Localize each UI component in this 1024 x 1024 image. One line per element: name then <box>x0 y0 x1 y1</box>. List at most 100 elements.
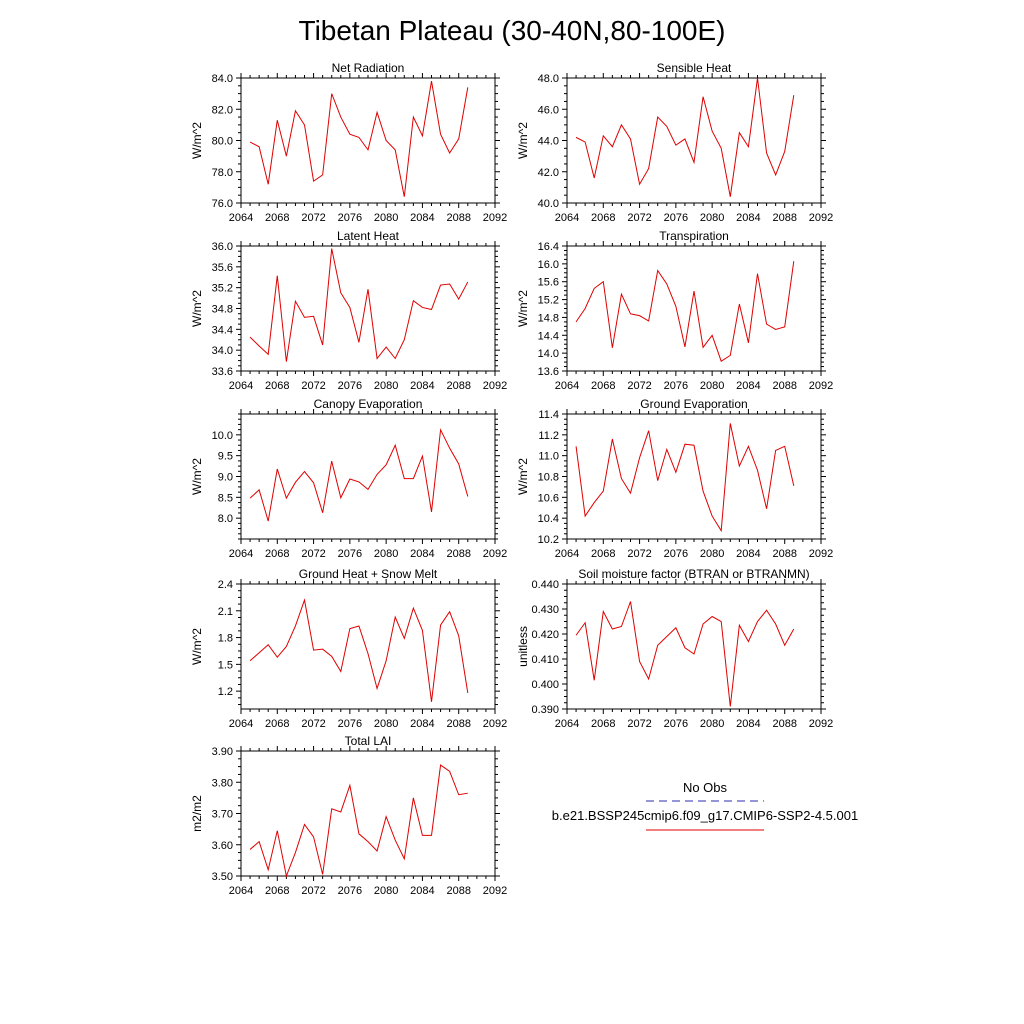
x-tick-label: 2084 <box>410 718 434 730</box>
x-tick-label: 2080 <box>374 718 398 730</box>
chart-panel: 2064 2068 2072 2076 2080 2084 2088 2092 76.0 78.0… <box>190 61 507 224</box>
y-axis-label: W/m^2 <box>190 290 204 327</box>
y-tick-label: 2.4 <box>218 579 233 591</box>
legend-obs-label: No Obs <box>683 780 728 795</box>
plot-frame <box>566 413 822 540</box>
x-tick-label: 2064 <box>555 212 579 224</box>
y-axis-label: unitless <box>516 626 530 667</box>
panel-title: Latent Heat <box>337 229 400 243</box>
series-line <box>249 248 469 362</box>
x-tick-label: 2084 <box>410 885 434 897</box>
y-tick-label: 34.0 <box>212 345 233 357</box>
x-tick-label: 2076 <box>338 212 362 224</box>
y-tick-label: 10.6 <box>538 492 559 504</box>
y-tick-label: 14.0 <box>538 348 559 360</box>
y-tick-label: 16.4 <box>538 241 559 253</box>
chart-panel: 2064 2068 2072 2076 2080 2084 2088 2092 1.2 1.5 1.… <box>190 567 507 730</box>
x-tick-label: 2076 <box>664 548 688 560</box>
y-tick-label: 11.2 <box>538 430 559 442</box>
x-tick-label: 2064 <box>229 548 253 560</box>
main-title: Tibetan Plateau (30-40N,80-100E) <box>299 15 726 46</box>
x-tick-label: 2084 <box>736 380 760 392</box>
y-tick-label: 34.4 <box>212 324 233 336</box>
y-tick-label: 3.60 <box>212 840 233 852</box>
x-tick-label: 2064 <box>555 380 579 392</box>
x-tick-label: 2080 <box>700 548 724 560</box>
x-tick-label: 2072 <box>627 548 651 560</box>
y-tick-label: 15.6 <box>538 277 559 289</box>
x-tick-label: 2068 <box>265 380 289 392</box>
legend-case-label: b.e21.BSSP245cmip6.f09_g17.CMIP6-SSP2-4.… <box>552 808 858 823</box>
x-tick-label: 2092 <box>483 718 507 730</box>
panel-title: Ground Heat + Snow Melt <box>299 567 438 581</box>
x-tick-label: 2072 <box>627 718 651 730</box>
x-tick-label: 2076 <box>664 212 688 224</box>
x-tick-label: 2068 <box>265 212 289 224</box>
y-tick-label: 3.70 <box>212 809 233 821</box>
x-tick-label: 2088 <box>772 548 796 560</box>
x-tick-label: 2064 <box>229 212 253 224</box>
series-line <box>249 428 469 522</box>
y-tick-label: 80.0 <box>212 136 233 148</box>
x-tick-label: 2092 <box>483 380 507 392</box>
y-tick-label: 44.0 <box>538 136 559 148</box>
series-line <box>249 598 469 702</box>
y-tick-label: 48.0 <box>538 73 559 85</box>
y-tick-label: 0.440 <box>531 579 559 591</box>
series-line <box>575 601 795 707</box>
x-tick-label: 2088 <box>446 548 470 560</box>
y-axis-label: W/m^2 <box>516 458 530 495</box>
y-tick-label: 8.0 <box>218 513 233 525</box>
y-tick-label: 1.5 <box>218 659 233 671</box>
x-tick-label: 2072 <box>301 212 325 224</box>
chart-panel: 2064 2068 2072 2076 2080 2084 2088 2092 8.0 8.5 9.… <box>190 397 507 560</box>
x-tick-label: 2068 <box>591 548 615 560</box>
y-tick-label: 76.0 <box>212 198 233 210</box>
y-tick-label: 15.2 <box>538 295 559 307</box>
x-tick-label: 2068 <box>265 548 289 560</box>
x-tick-label: 2088 <box>772 380 796 392</box>
panels: 2064 2068 2072 2076 2080 2084 2088 2092 76.0 78.0… <box>190 61 833 897</box>
x-tick-label: 2080 <box>700 380 724 392</box>
y-tick-label: 10.0 <box>212 430 233 442</box>
y-tick-label: 10.2 <box>538 534 559 546</box>
y-tick-label: 11.4 <box>538 409 559 421</box>
panel-title: Ground Evaporation <box>640 397 747 411</box>
x-tick-label: 2088 <box>446 718 470 730</box>
x-tick-label: 2068 <box>591 718 615 730</box>
y-tick-label: 35.2 <box>212 283 233 295</box>
panel-title: Transpiration <box>659 229 729 243</box>
x-tick-label: 2068 <box>265 885 289 897</box>
chart-panel: 2064 2068 2072 2076 2080 2084 2088 2092 13.6 14.0… <box>516 229 833 392</box>
x-tick-label: 2072 <box>301 885 325 897</box>
x-tick-label: 2076 <box>338 380 362 392</box>
chart-panel: 2064 2068 2072 2076 2080 2084 2088 2092 10.2 10.4… <box>516 397 833 560</box>
x-tick-label: 2092 <box>809 380 833 392</box>
panel-title: Sensible Heat <box>657 61 732 75</box>
y-axis-label: W/m^2 <box>190 628 204 665</box>
x-tick-label: 2072 <box>301 548 325 560</box>
y-tick-label: 13.6 <box>538 366 559 378</box>
x-tick-label: 2092 <box>483 548 507 560</box>
y-axis-label: W/m^2 <box>516 122 530 159</box>
panel-title: Canopy Evaporation <box>314 397 423 411</box>
x-tick-label: 2092 <box>809 718 833 730</box>
plot-frame <box>240 77 496 204</box>
x-tick-label: 2072 <box>627 380 651 392</box>
y-tick-label: 3.50 <box>212 871 233 883</box>
y-axis-label: W/m^2 <box>190 458 204 495</box>
x-tick-label: 2064 <box>229 885 253 897</box>
y-tick-label: 10.4 <box>538 513 559 525</box>
x-tick-label: 2080 <box>374 885 398 897</box>
x-tick-label: 2084 <box>410 380 434 392</box>
y-tick-label: 0.400 <box>531 679 559 691</box>
x-tick-label: 2068 <box>591 212 615 224</box>
x-tick-label: 2084 <box>410 548 434 560</box>
x-tick-label: 2076 <box>338 718 362 730</box>
y-tick-label: 2.1 <box>218 606 233 618</box>
panel-title: Total LAI <box>345 734 392 748</box>
y-tick-label: 82.0 <box>212 104 233 116</box>
x-tick-label: 2072 <box>301 718 325 730</box>
y-tick-label: 0.420 <box>531 629 559 641</box>
y-tick-label: 33.6 <box>212 366 233 378</box>
